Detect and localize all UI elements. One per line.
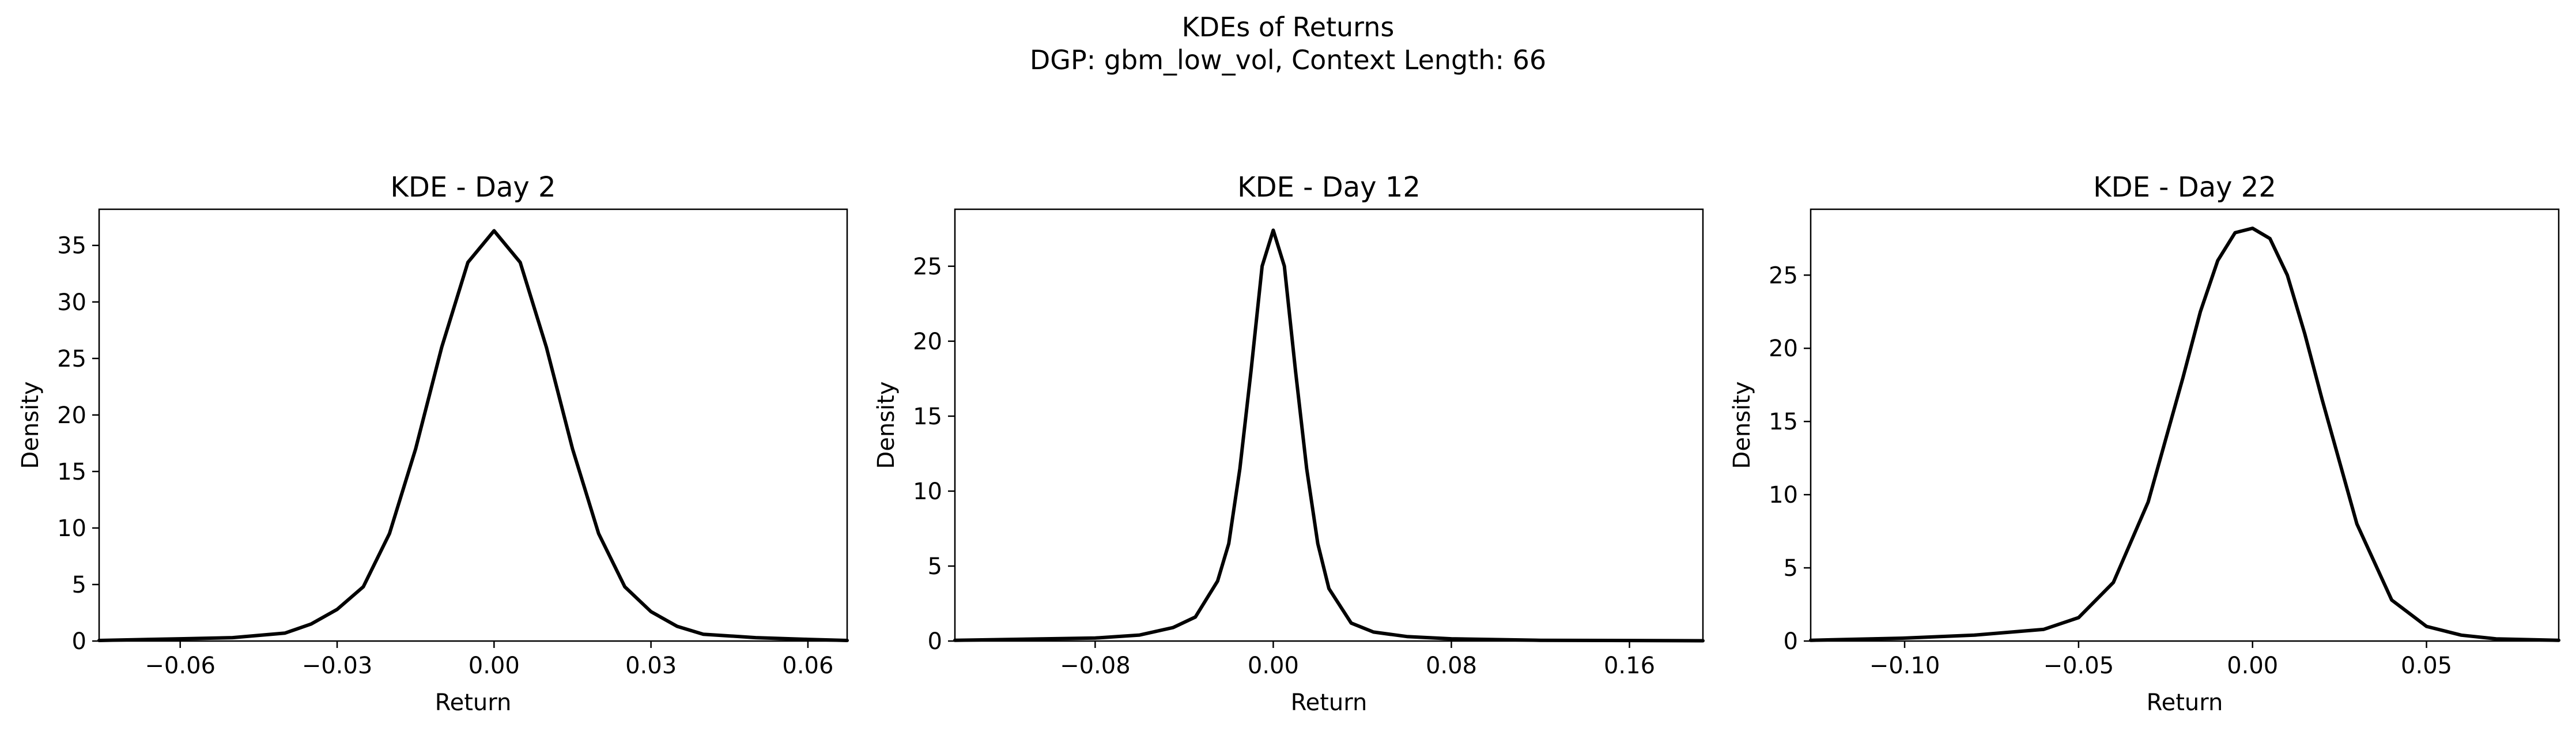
y-tick-label: 0	[928, 628, 942, 655]
x-tick-label: 0.00	[1248, 653, 1299, 679]
x-tick-label: 0.05	[2401, 653, 2452, 679]
y-tick-label: 5	[72, 572, 86, 598]
x-axis-label: Return	[435, 689, 512, 716]
x-tick-label: −0.10	[1869, 653, 1940, 679]
x-tick-label: −0.05	[2044, 653, 2114, 679]
panel-title: KDE - Day 2	[390, 171, 556, 203]
x-axis-label: Return	[1291, 689, 1368, 716]
y-tick-label: 25	[1769, 262, 1798, 289]
y-axis-label: Density	[17, 381, 44, 469]
y-tick-label: 0	[1784, 628, 1798, 655]
x-axis-label: Return	[2147, 689, 2223, 716]
y-tick-label: 5	[928, 553, 942, 580]
x-tick-label: −0.03	[302, 653, 373, 679]
kde-panel-2: −0.08 0.00 0.08 0.16 0 5 10 15 20 25 KDE - Day 12 R…	[873, 171, 1705, 716]
y-tick-label: 20	[913, 329, 942, 355]
y-tick-label: 20	[57, 402, 86, 429]
kde-panel-1: −0.06 −0.03 0.00 0.03 0.06 0 5 10 15 20 25 30 35 KDE …	[17, 171, 849, 716]
figure-suptitle-line2: DGP: gbm_low_vol, Context Length: 66	[1030, 44, 1546, 76]
y-tick-label: 10	[913, 478, 942, 505]
kde-curve	[953, 228, 1705, 643]
y-axis-label: Density	[1729, 381, 1755, 469]
x-tick-label: 0.00	[2227, 653, 2278, 679]
y-tick-label: 25	[57, 346, 86, 372]
panel-title: KDE - Day 12	[1237, 171, 1421, 203]
y-tick-label: 25	[913, 254, 942, 280]
y-tick-label: 15	[913, 404, 942, 430]
figure-suptitle-line1: KDEs of Returns	[1182, 12, 1395, 43]
x-tick-label: −0.06	[145, 653, 216, 679]
panels: −0.06 −0.03 0.00 0.03 0.06 0 5 10 15 20 25 30 35 KDE …	[17, 171, 2560, 716]
y-tick-label: 5	[1784, 555, 1798, 582]
x-tick-label: 0.16	[1604, 653, 1655, 679]
kde-panel-3: −0.10 −0.05 0.00 0.05 0 5 10 15 20 25 KDE - Day 22…	[1729, 171, 2560, 716]
plot-frame	[1810, 208, 2560, 642]
kde-curve	[97, 229, 849, 642]
panel-title: KDE - Day 22	[2093, 171, 2276, 203]
y-tick-label: 15	[57, 459, 86, 485]
x-tick-label: 0.08	[1426, 653, 1477, 679]
plot-frame	[98, 208, 848, 642]
plot-frame	[954, 208, 1704, 642]
y-tick-label: 0	[72, 628, 86, 655]
y-tick-label: 30	[57, 289, 86, 316]
y-tick-label: 35	[57, 233, 86, 259]
x-tick-label: −0.08	[1060, 653, 1131, 679]
y-tick-label: 10	[1769, 482, 1798, 508]
kde-curve	[1809, 227, 2560, 642]
y-tick-label: 15	[1769, 409, 1798, 435]
y-tick-label: 20	[1769, 336, 1798, 362]
x-tick-label: 0.06	[782, 653, 833, 679]
x-tick-label: 0.03	[625, 653, 677, 679]
y-tick-label: 10	[57, 515, 86, 542]
x-tick-label: 0.00	[469, 653, 520, 679]
y-axis-label: Density	[873, 381, 900, 469]
